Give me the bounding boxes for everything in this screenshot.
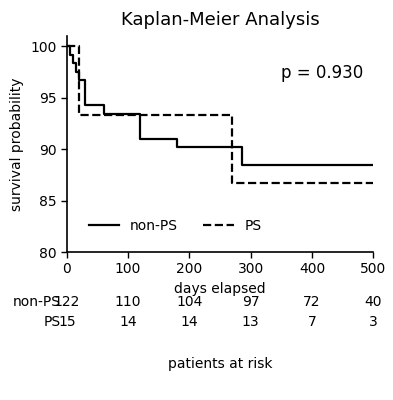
Text: 40: 40 [365,295,382,309]
Text: non-PS: non-PS [13,295,61,309]
X-axis label: days elapsed: days elapsed [174,282,266,296]
Text: 14: 14 [181,315,198,329]
Text: PS: PS [44,315,61,329]
Text: p = 0.930: p = 0.930 [281,64,364,82]
Text: 3: 3 [369,315,378,329]
Text: 104: 104 [176,295,203,309]
Text: 13: 13 [242,315,259,329]
Title: Kaplan-Meier Analysis: Kaplan-Meier Analysis [121,11,320,29]
Text: 72: 72 [303,295,321,309]
Text: 7: 7 [308,315,316,329]
Text: 15: 15 [58,315,75,329]
Text: 110: 110 [115,295,141,309]
Text: patients at risk: patients at risk [168,357,272,371]
Text: 122: 122 [53,295,80,309]
Legend: non-PS, PS: non-PS, PS [83,214,268,238]
Y-axis label: survival probability: survival probability [11,77,24,211]
Text: 14: 14 [119,315,137,329]
Text: 97: 97 [242,295,259,309]
